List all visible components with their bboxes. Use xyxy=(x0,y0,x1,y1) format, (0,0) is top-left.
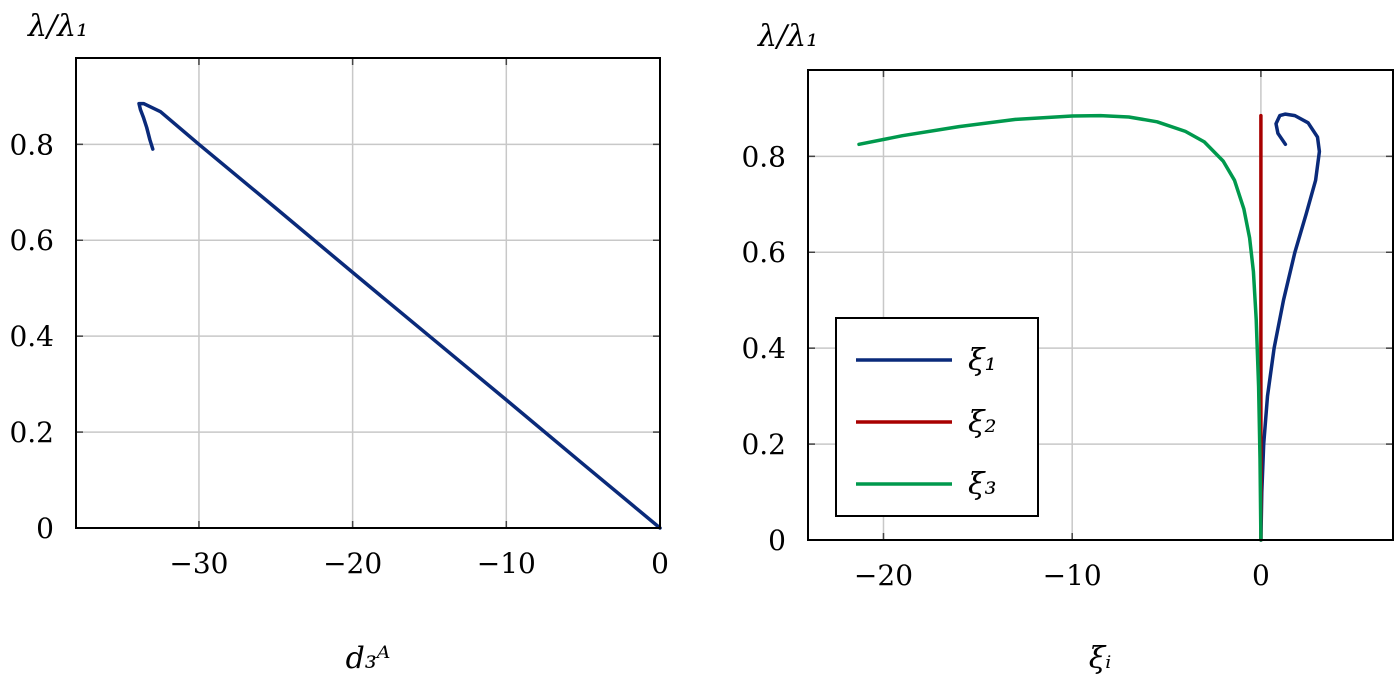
x-tick-label: −10 xyxy=(1043,559,1102,592)
x-axis-title: d₃ᴬ xyxy=(346,641,391,676)
y-tick-label: 0.2 xyxy=(741,428,786,461)
y-tick-label: 0 xyxy=(36,512,54,545)
y-tick-label: 0.8 xyxy=(9,128,54,161)
series-line-1 xyxy=(1259,112,1322,542)
x-tick-label: −30 xyxy=(169,547,228,580)
x-tick-label: −10 xyxy=(477,547,536,580)
legend-label: ξ₃ xyxy=(968,467,997,502)
y-tick-label: 0.6 xyxy=(9,224,54,257)
x-tick-label: −20 xyxy=(854,559,913,592)
legend-label: ξ₂ xyxy=(968,405,997,440)
y-axis-title: λ/λ₁ xyxy=(27,9,88,44)
y-tick-label: 0.2 xyxy=(9,416,54,449)
y-tick-label: 0 xyxy=(768,524,786,557)
y-axis-title: λ/λ₁ xyxy=(757,19,818,54)
legend-box xyxy=(835,317,1039,517)
plot-frame xyxy=(807,69,1394,541)
y-tick-label: 0.4 xyxy=(741,332,786,365)
x-tick-label: −20 xyxy=(323,547,382,580)
legend-label: ξ₁ xyxy=(968,343,997,378)
y-tick-label: 0.6 xyxy=(741,236,786,269)
x-tick-label: 0 xyxy=(1252,559,1270,592)
series-line-3 xyxy=(857,113,1263,542)
grid xyxy=(76,58,661,529)
chart-2: −20 −10 0 0 0.2 0.4 0.6 0.8 λ/λ₁ ξᵢ ξ₁ ξ₂ ξ₃ xyxy=(741,19,1394,676)
plot-frame xyxy=(75,57,661,529)
x-axis-title: ξᵢ xyxy=(1089,641,1112,676)
x-tick-label: 0 xyxy=(651,547,669,580)
chart-1: −30 −20 −10 0 0 0.2 0.4 0.6 0.8 λ/λ₁ d₃ᴬ xyxy=(9,9,668,676)
legend: ξ₁ ξ₂ ξ₃ xyxy=(835,317,1039,517)
series-line-1 xyxy=(137,101,662,530)
y-tick-label: 0.4 xyxy=(9,320,54,353)
y-tick-label: 0.8 xyxy=(741,140,786,173)
